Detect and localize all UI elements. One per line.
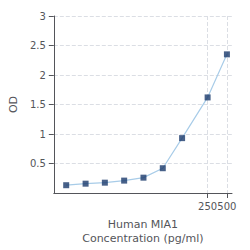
svg-text:Human MIA1: Human MIA1 bbox=[108, 218, 178, 231]
svg-text:500: 500 bbox=[217, 201, 236, 212]
svg-text:1.5: 1.5 bbox=[30, 99, 46, 110]
svg-text:1: 1 bbox=[39, 129, 45, 140]
svg-text:3: 3 bbox=[39, 11, 45, 22]
svg-text:2.5: 2.5 bbox=[30, 40, 46, 51]
svg-text:2: 2 bbox=[39, 70, 45, 81]
svg-text:Concentration (pg/ml): Concentration (pg/ml) bbox=[82, 232, 203, 245]
svg-text:250: 250 bbox=[198, 201, 217, 212]
svg-text:0.5: 0.5 bbox=[30, 158, 46, 169]
svg-text:OD: OD bbox=[7, 96, 20, 113]
